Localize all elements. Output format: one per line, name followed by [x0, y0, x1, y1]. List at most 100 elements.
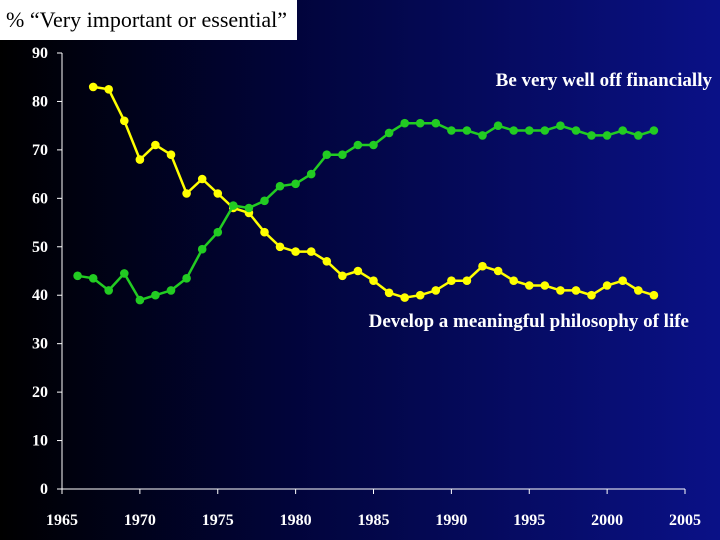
data-point-financially — [540, 126, 550, 135]
series-financially — [73, 118, 659, 305]
data-point-philosophy — [447, 276, 456, 286]
data-point-financially — [400, 118, 410, 128]
data-point-philosophy — [509, 276, 518, 286]
data-point-philosophy — [353, 266, 363, 276]
data-point-financially — [229, 201, 238, 210]
data-point-financially — [556, 121, 565, 130]
y-tick-label: 60 — [32, 190, 48, 207]
y-tick-label: 70 — [32, 142, 48, 159]
y-tick-label: 30 — [32, 336, 48, 353]
data-point-financially — [166, 286, 176, 295]
y-tick-label: 20 — [32, 384, 48, 401]
series-layer — [73, 82, 659, 305]
x-tick-label: 1970 — [124, 512, 156, 529]
data-point-philosophy — [182, 189, 191, 198]
data-point-financially — [73, 271, 82, 281]
data-point-philosophy — [587, 290, 596, 300]
x-tick-labels: 1965 1970 1975 1980 1985 1990 1995 2000 2005 — [46, 489, 701, 529]
x-tick-label: 1990 — [435, 512, 467, 529]
data-point-philosophy — [291, 247, 300, 256]
data-point-financially — [182, 274, 191, 283]
series-label-financially: Be very well off financially — [496, 70, 713, 91]
x-tick-label: 1995 — [513, 512, 545, 529]
data-point-philosophy — [322, 257, 332, 266]
data-point-financially — [493, 121, 503, 130]
x-tick-label: 1980 — [280, 512, 312, 529]
data-point-financially — [447, 126, 456, 135]
data-point-philosophy — [104, 85, 113, 94]
data-point-financially — [478, 131, 487, 140]
data-point-philosophy — [275, 242, 285, 252]
data-point-philosophy — [649, 290, 659, 300]
data-point-financially — [509, 126, 518, 135]
y-tick-label: 40 — [32, 287, 48, 304]
x-tick-label: 2000 — [591, 512, 623, 529]
data-point-financially — [244, 203, 254, 213]
data-point-philosophy — [213, 189, 223, 198]
data-point-philosophy — [151, 140, 160, 150]
data-point-philosophy — [120, 116, 129, 126]
data-point-philosophy — [525, 281, 534, 290]
data-point-financially — [634, 131, 643, 140]
data-point-philosophy — [384, 288, 394, 298]
data-point-financially — [338, 150, 347, 159]
y-tick-labels: 0 10 20 30 40 50 60 70 80 90 — [32, 45, 62, 498]
data-point-philosophy — [88, 82, 98, 92]
data-point-philosophy — [306, 247, 316, 256]
data-point-philosophy — [634, 286, 643, 295]
data-point-financially — [618, 126, 627, 135]
y-tick-label: 90 — [32, 45, 48, 62]
chart-title: % “Very important or essential” — [0, 0, 298, 40]
x-tick-label: 1985 — [358, 512, 390, 529]
data-point-philosophy — [369, 276, 378, 286]
data-point-financially — [213, 227, 223, 237]
data-point-financially — [571, 126, 581, 135]
data-point-financially — [151, 290, 160, 300]
data-point-philosophy — [431, 286, 441, 295]
data-point-financially — [88, 274, 98, 283]
data-point-financially — [353, 140, 363, 150]
data-point-financially — [104, 286, 113, 295]
data-point-philosophy — [556, 286, 565, 295]
data-point-financially — [322, 150, 332, 159]
x-tick-label: 1965 — [46, 512, 78, 529]
data-point-philosophy — [602, 281, 612, 290]
data-point-financially — [415, 118, 425, 128]
data-point-financially — [384, 128, 394, 138]
y-tick-label: 0 — [40, 481, 48, 498]
data-point-financially — [291, 179, 300, 189]
data-point-philosophy — [197, 174, 207, 184]
data-point-financially — [462, 126, 472, 135]
data-point-philosophy — [493, 266, 503, 276]
data-point-financially — [120, 269, 129, 278]
data-point-financially — [306, 169, 316, 179]
data-point-philosophy — [478, 261, 487, 271]
series-label-philosophy: Develop a meaningful philosophy of life — [369, 311, 689, 332]
x-tick-label: 2005 — [669, 512, 701, 529]
y-tick-label: 10 — [32, 433, 48, 450]
data-point-financially — [649, 126, 659, 135]
data-point-philosophy — [462, 276, 472, 286]
x-tick-label: 1975 — [202, 512, 234, 529]
data-point-philosophy — [166, 150, 176, 159]
data-point-philosophy — [415, 290, 425, 300]
data-point-financially — [275, 181, 285, 191]
data-point-philosophy — [571, 286, 581, 295]
data-point-philosophy — [338, 271, 347, 281]
y-tick-label: 80 — [32, 93, 48, 110]
data-point-philosophy — [135, 155, 145, 164]
axes — [61, 53, 685, 490]
data-point-financially — [369, 140, 378, 150]
data-point-philosophy — [260, 227, 269, 237]
series-line-philosophy — [93, 85, 655, 299]
data-point-philosophy — [400, 293, 410, 302]
data-point-philosophy — [618, 276, 627, 286]
data-point-financially — [431, 118, 441, 128]
data-point-financially — [587, 131, 596, 140]
data-point-financially — [525, 126, 534, 135]
data-point-financially — [260, 196, 269, 206]
data-point-financially — [135, 295, 145, 305]
data-point-financially — [197, 244, 207, 254]
y-tick-label: 50 — [32, 239, 48, 256]
series-philosophy — [88, 82, 659, 302]
